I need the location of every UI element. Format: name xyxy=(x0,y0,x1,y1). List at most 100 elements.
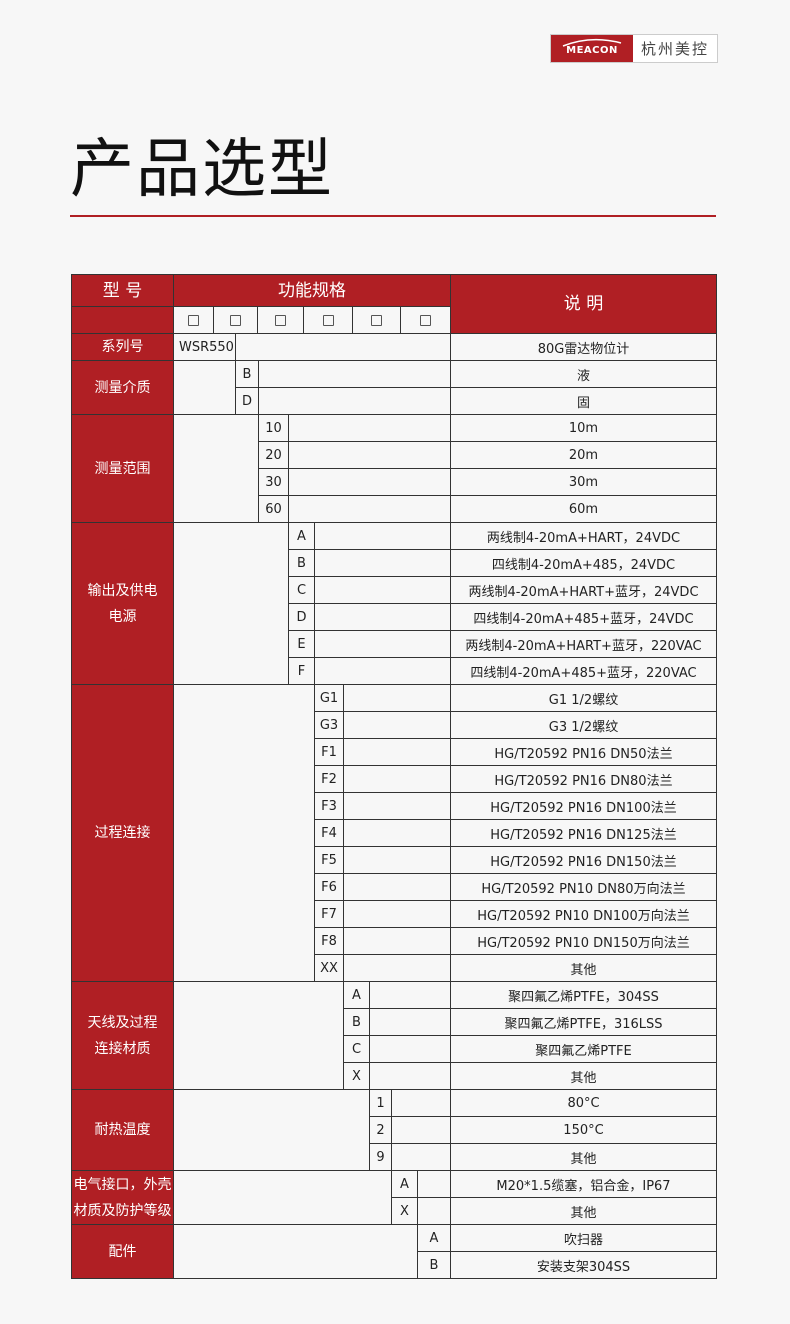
company-name: 杭州美控 xyxy=(640,40,709,58)
blank-cell xyxy=(314,657,451,685)
blank-cell xyxy=(343,873,451,901)
group-label-line: 系列号 xyxy=(101,339,144,355)
option-code: A xyxy=(343,981,370,1009)
option-description: 两线制4-20mA+HART+蓝牙，24VDC xyxy=(450,576,717,604)
option-code: X xyxy=(343,1062,370,1090)
blank-cell xyxy=(369,1035,451,1063)
option-code: X xyxy=(391,1197,418,1225)
header-blank xyxy=(71,306,174,334)
option-description: 安装支架304SS xyxy=(450,1251,717,1279)
blank-cell xyxy=(343,684,451,712)
blank-cell xyxy=(343,819,451,847)
checkbox-icon xyxy=(275,314,286,326)
option-code: 20 xyxy=(258,441,289,469)
option-code: C xyxy=(288,576,315,604)
group-label-2: 测量范围 xyxy=(71,414,174,523)
blank-cell xyxy=(173,360,236,415)
group-label-line: 测量介质 xyxy=(94,379,151,396)
option-description: HG/T20592 PN16 DN50法兰 xyxy=(450,738,717,766)
checkbox-icon xyxy=(188,314,199,326)
blank-cell xyxy=(235,333,451,361)
page-title: 产品选型 xyxy=(70,133,334,207)
blank-cell xyxy=(369,1062,451,1090)
group-label-line: 过程连接 xyxy=(94,825,151,841)
option-code: F7 xyxy=(314,900,344,928)
option-description: 两线制4-20mA+HART，24VDC xyxy=(450,522,717,550)
option-code: 1 xyxy=(369,1089,392,1117)
group-label-3: 输出及供电 电源 xyxy=(71,522,174,685)
group-label-6: 耐热温度 xyxy=(71,1089,174,1171)
option-code: F1 xyxy=(314,738,344,766)
option-code: A xyxy=(391,1170,418,1198)
checkbox-cell xyxy=(352,306,401,334)
group-label-line: 电源 xyxy=(108,608,137,625)
header-model: 型 号 xyxy=(71,274,174,307)
group-label-line: 电气接口，外壳 xyxy=(73,1176,172,1193)
blank-cell xyxy=(173,414,259,523)
group-label-line: 天线及过程 xyxy=(87,1014,158,1031)
option-description: 四线制4-20mA+485，24VDC xyxy=(450,549,717,577)
option-description: M20*1.5缆塞，铝合金，IP67 xyxy=(450,1170,717,1198)
option-description: 10m xyxy=(450,414,717,442)
option-code: B xyxy=(235,360,259,388)
checkbox-icon xyxy=(230,314,241,326)
blank-cell xyxy=(173,981,344,1090)
option-code: XX xyxy=(314,954,344,982)
blank-cell xyxy=(417,1170,451,1198)
checkbox-icon xyxy=(371,314,382,326)
option-code: G3 xyxy=(314,711,344,739)
blank-cell xyxy=(314,549,451,577)
option-description: G3 1/2螺纹 xyxy=(450,711,717,739)
logo-text: MEACON xyxy=(566,45,618,56)
group-label-0: 系列号 xyxy=(71,333,174,361)
blank-cell xyxy=(314,603,451,631)
blank-cell xyxy=(288,468,451,496)
blank-cell xyxy=(173,1224,418,1279)
option-code: 30 xyxy=(258,468,289,496)
checkbox-icon xyxy=(322,314,334,326)
option-description: 其他 xyxy=(450,1197,717,1225)
blank-cell xyxy=(173,684,315,982)
option-code: C xyxy=(343,1035,370,1063)
option-code: D xyxy=(288,603,315,631)
option-code: B xyxy=(343,1008,370,1036)
group-label-7: 电气接口，外壳 材质及防护等级 xyxy=(71,1170,174,1225)
blank-cell xyxy=(173,522,289,685)
group-label-1: 测量介质 xyxy=(71,360,174,415)
option-code: E xyxy=(288,630,315,658)
brand-logo: MEACON 杭州美控 xyxy=(550,34,718,63)
option-code: F6 xyxy=(314,873,344,901)
option-description: HG/T20592 PN10 DN100万向法兰 xyxy=(450,900,717,928)
group-label-8: 配件 xyxy=(71,1224,174,1279)
option-description: 吹扫器 xyxy=(450,1224,717,1252)
option-description: 其他 xyxy=(450,1062,717,1090)
checkbox-cell xyxy=(257,306,304,334)
option-description: 两线制4-20mA+HART+蓝牙，220VAC xyxy=(450,630,717,658)
blank-cell xyxy=(343,738,451,766)
group-label-line: 输出及供电 xyxy=(87,582,158,599)
option-description: HG/T20592 PN16 DN125法兰 xyxy=(450,819,717,847)
header-description: 说 明 xyxy=(450,274,717,334)
blank-cell xyxy=(343,900,451,928)
blank-cell xyxy=(391,1116,451,1144)
checkbox-cell xyxy=(400,306,451,334)
option-code: A xyxy=(417,1224,451,1252)
option-description: 30m xyxy=(450,468,717,496)
option-description: HG/T20592 PN16 DN80法兰 xyxy=(450,765,717,793)
blank-cell xyxy=(314,522,451,550)
blank-cell xyxy=(417,1197,451,1225)
option-description: 20m xyxy=(450,441,717,469)
blank-cell xyxy=(258,360,451,388)
blank-cell xyxy=(258,387,451,415)
option-code: F3 xyxy=(314,792,344,820)
option-code: F2 xyxy=(314,765,344,793)
group-label-line: 材质及防护等级 xyxy=(73,1202,172,1219)
blank-cell xyxy=(173,1089,370,1171)
group-label-5: 天线及过程 连接材质 xyxy=(71,981,174,1090)
option-code: 2 xyxy=(369,1116,392,1144)
option-description: HG/T20592 PN10 DN150万向法兰 xyxy=(450,927,717,955)
option-code: F5 xyxy=(314,846,344,874)
option-description: 聚四氟乙烯PTFE，316LSS xyxy=(450,1008,717,1036)
option-code: G1 xyxy=(314,684,344,712)
blank-cell xyxy=(288,495,451,523)
